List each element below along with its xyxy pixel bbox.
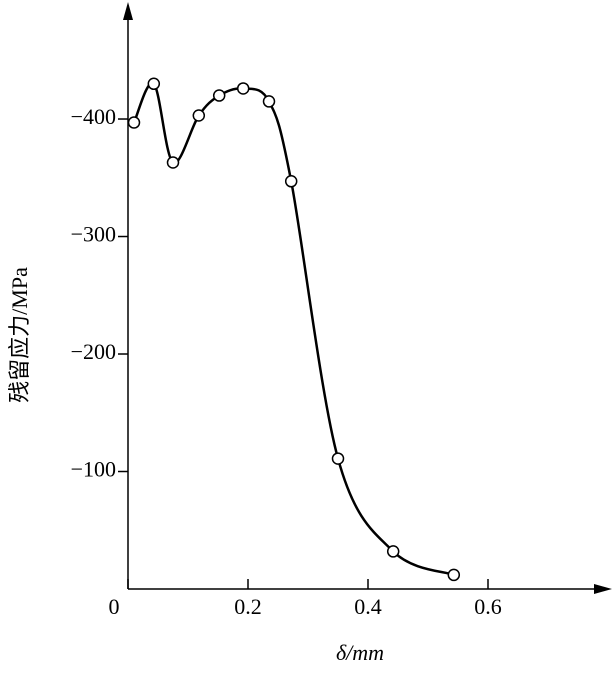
y-tick-label: −200 bbox=[71, 339, 116, 364]
x-tick-label: 0.4 bbox=[354, 594, 382, 619]
marker bbox=[262, 95, 276, 108]
marker bbox=[212, 89, 226, 102]
line bbox=[132, 82, 455, 577]
x-tick-label: 0.2 bbox=[234, 594, 262, 619]
x-axis-arrow bbox=[594, 584, 612, 594]
x-axis-title: δ/mm bbox=[336, 640, 384, 665]
y-tick-label: −400 bbox=[71, 104, 116, 129]
y-tick-label: −300 bbox=[71, 222, 116, 247]
marker bbox=[147, 77, 161, 91]
marker bbox=[236, 82, 250, 95]
y-axis-title: 残留应力/MPa bbox=[7, 267, 32, 403]
x-tick-label: 0 bbox=[109, 594, 120, 619]
y-axis-arrow bbox=[123, 2, 133, 20]
marker bbox=[447, 568, 461, 582]
x-tick-label: 0.6 bbox=[474, 594, 502, 619]
marker bbox=[284, 175, 298, 188]
marker bbox=[192, 109, 206, 122]
marker bbox=[331, 452, 345, 465]
marker bbox=[127, 116, 141, 129]
marker bbox=[166, 156, 180, 169]
y-tick-label: −100 bbox=[71, 457, 116, 482]
marker bbox=[386, 545, 400, 558]
